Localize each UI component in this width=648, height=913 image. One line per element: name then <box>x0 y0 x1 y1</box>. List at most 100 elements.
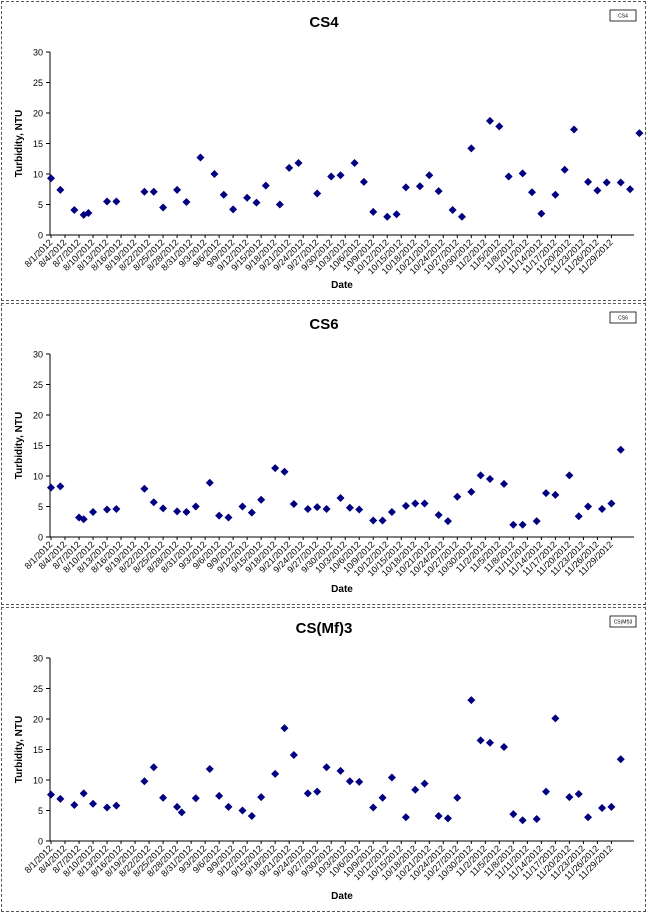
data-point <box>149 187 158 196</box>
data-point <box>303 789 312 798</box>
data-series <box>47 696 625 825</box>
y-tick-label: 30 <box>33 48 43 58</box>
data-point <box>542 489 551 498</box>
data-point <box>205 765 214 774</box>
y-tick-label: 25 <box>33 380 43 390</box>
data-point <box>574 790 583 799</box>
data-point <box>518 169 527 178</box>
data-point <box>453 492 462 501</box>
data-point <box>607 802 616 811</box>
data-series <box>47 445 625 529</box>
data-point <box>602 178 611 187</box>
data-point <box>537 209 546 218</box>
data-point <box>411 785 420 794</box>
y-tick-label: 0 <box>38 533 43 543</box>
y-tick-label: 10 <box>33 170 43 180</box>
data-point <box>238 502 247 511</box>
data-point <box>584 813 593 822</box>
data-point <box>401 183 410 192</box>
y-tick-label: 15 <box>33 745 43 755</box>
data-point <box>467 144 476 153</box>
data-point <box>485 116 494 125</box>
data-point <box>635 129 644 138</box>
data-point <box>383 212 392 221</box>
data-point <box>215 511 224 520</box>
data-point <box>443 517 452 526</box>
y-axis-label: Turbidity, NTU <box>14 412 25 479</box>
data-point <box>103 505 112 514</box>
y-axis-label: Turbidity, NTU <box>14 110 25 177</box>
data-point <box>313 787 322 796</box>
data-point <box>303 504 312 513</box>
data-point <box>336 766 345 775</box>
data-point <box>584 502 593 511</box>
data-point <box>112 197 121 206</box>
y-tick-label: 15 <box>33 441 43 451</box>
data-point <box>56 794 65 803</box>
data-point <box>485 475 494 484</box>
data-point <box>453 793 462 802</box>
y-tick-label: 0 <box>38 231 43 241</box>
data-point <box>509 810 518 819</box>
data-point <box>420 779 429 788</box>
data-point <box>355 505 364 514</box>
data-point <box>238 806 247 815</box>
data-point <box>275 200 284 209</box>
legend-entry: CS(Mf)3 <box>614 620 633 626</box>
data-point <box>392 210 401 219</box>
y-tick-label: 10 <box>33 776 43 786</box>
data-point <box>598 504 607 513</box>
data-point <box>84 209 93 218</box>
data-point <box>112 504 121 513</box>
data-point <box>210 170 219 178</box>
data-point <box>420 499 429 508</box>
data-point <box>247 811 256 820</box>
data-point <box>518 816 527 825</box>
data-point <box>215 791 224 800</box>
chart-svg-cs6: CS6 CS60510152025308/1/20128/4/20128/7/20… <box>14 311 637 595</box>
data-point <box>79 515 88 524</box>
data-point <box>140 484 149 493</box>
data-point <box>149 498 158 507</box>
data-point <box>415 182 424 191</box>
data-point <box>369 516 378 525</box>
data-point <box>173 802 182 811</box>
data-point <box>495 122 504 131</box>
y-tick-label: 5 <box>38 502 43 512</box>
data-point <box>70 205 79 214</box>
data-point <box>313 503 322 512</box>
legend-entry: CS4 <box>618 14 628 20</box>
data-point <box>219 190 228 199</box>
data-point <box>607 499 616 508</box>
data-point <box>584 177 593 186</box>
data-point <box>79 789 88 798</box>
data-point <box>285 163 294 172</box>
data-point <box>140 777 149 786</box>
y-tick-label: 5 <box>38 200 43 210</box>
y-tick-label: 30 <box>33 654 43 664</box>
chart-title: CS6 <box>309 316 338 333</box>
data-point <box>598 804 607 813</box>
data-point <box>252 198 261 207</box>
data-point <box>229 205 238 214</box>
data-point <box>289 750 298 759</box>
data-point <box>280 467 289 476</box>
data-point <box>191 794 200 803</box>
data-point <box>485 738 494 747</box>
chart-svg-csmf3: CS(Mf)3 CS(Mf)30510152025308/1/20128/4/20… <box>14 615 637 902</box>
chart-legend: CS4 <box>609 9 637 22</box>
data-point <box>528 188 537 197</box>
data-point <box>322 504 331 513</box>
legend-entry: CS6 <box>618 316 628 322</box>
data-point <box>593 186 602 195</box>
data-point <box>159 793 168 802</box>
data-point <box>89 507 98 516</box>
data-point <box>369 803 378 812</box>
data-point <box>327 172 336 181</box>
data-point <box>182 198 191 207</box>
data-point <box>504 172 513 181</box>
data-series <box>47 116 644 221</box>
data-point <box>89 799 98 808</box>
data-point <box>626 185 635 194</box>
data-point <box>313 189 322 198</box>
